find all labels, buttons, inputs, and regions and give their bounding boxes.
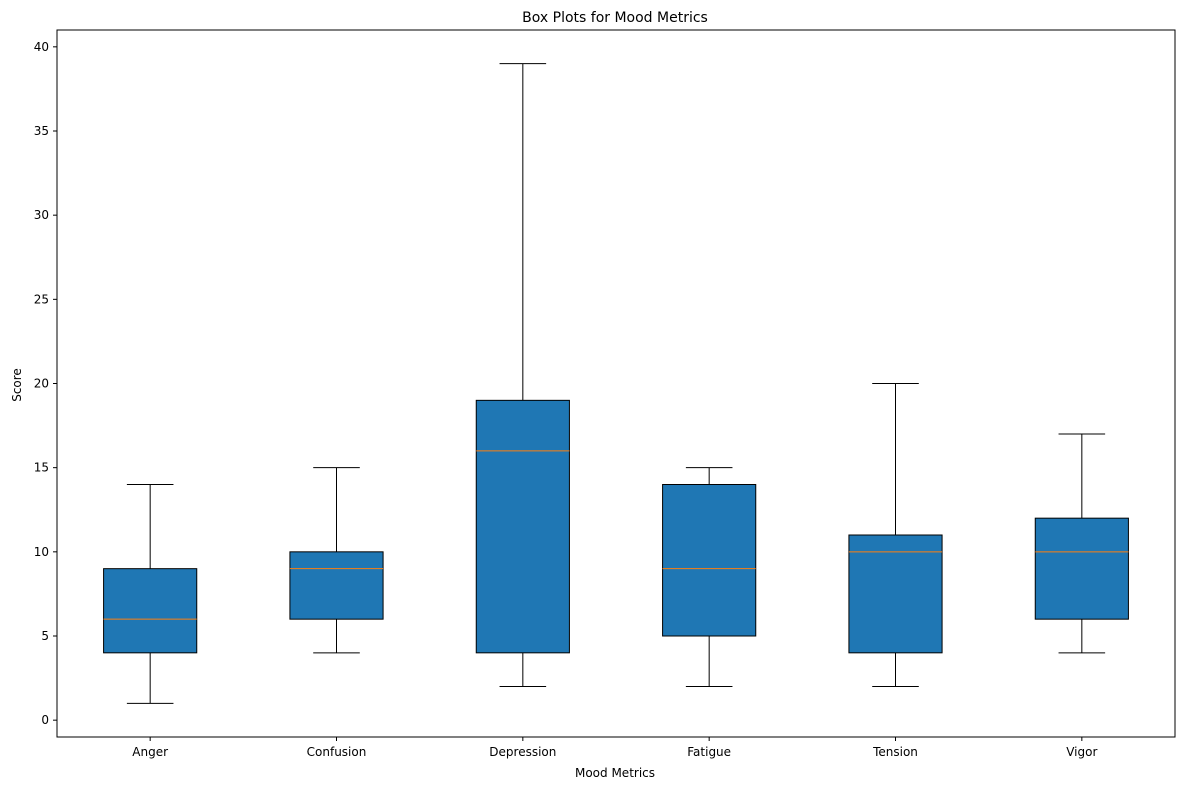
x-tick-label: Vigor — [1066, 745, 1097, 759]
x-tick-label: Fatigue — [687, 745, 731, 759]
y-tick-label: 15 — [34, 461, 49, 475]
x-axis-label: Mood Metrics — [575, 766, 655, 780]
box-confusion — [289, 551, 384, 620]
y-tick-label: 35 — [34, 124, 49, 138]
box-anger — [103, 568, 198, 654]
y-tick-label: 40 — [34, 40, 49, 54]
x-tick-label: Anger — [132, 745, 168, 759]
x-tick-label: Confusion — [307, 745, 367, 759]
x-tick-label: Depression — [489, 745, 556, 759]
y-tick-label: 20 — [34, 377, 49, 391]
chart-title: Box Plots for Mood Metrics — [522, 10, 708, 26]
plot-area: 0 5 10 15 20 25 30 35 40 Anger Confusion Depression… — [34, 29, 1176, 759]
y-tick-label: 30 — [34, 208, 49, 222]
y-tick-label: 10 — [34, 545, 49, 559]
y-tick-label: 25 — [34, 292, 49, 306]
box-fatigue — [662, 484, 757, 637]
x-tick-label: Tension — [872, 745, 918, 759]
box-vigor — [1034, 517, 1129, 620]
y-tick-label: 0 — [41, 713, 49, 727]
box-tension — [848, 534, 943, 654]
y-tick-label: 5 — [41, 629, 49, 643]
y-axis-label: Score — [10, 368, 24, 402]
box-depression — [475, 399, 570, 654]
plot-frame — [56, 29, 1176, 738]
